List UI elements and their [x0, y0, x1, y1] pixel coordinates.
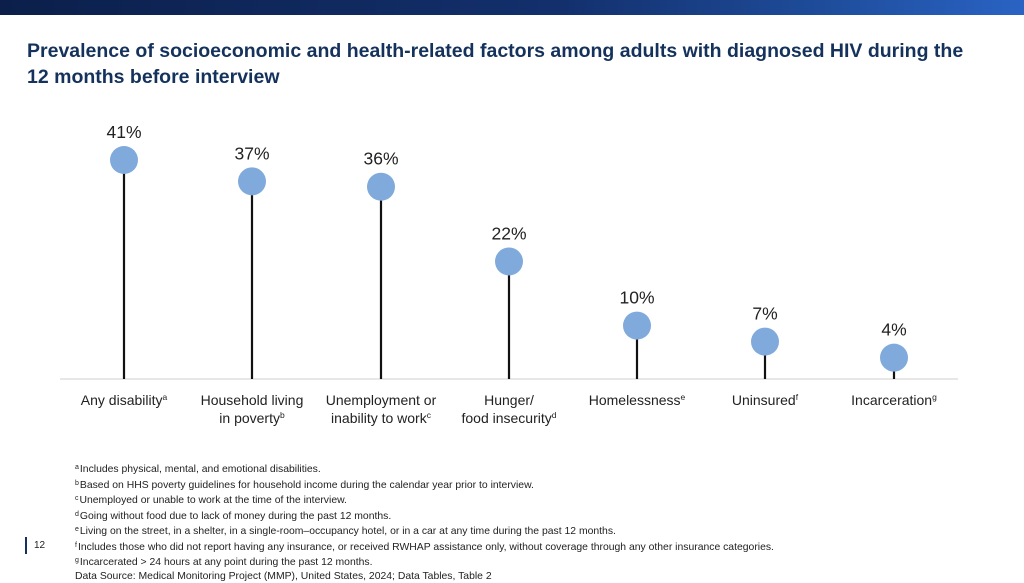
- footnote-mark: e: [75, 526, 79, 533]
- data-label: 10%: [619, 288, 654, 308]
- category-footnote-mark: f: [796, 392, 799, 402]
- category-footnote-mark: e: [681, 392, 686, 402]
- category-label: Uninsuredf: [732, 392, 799, 408]
- footnote-e: eLiving on the street, in a shelter, in …: [75, 523, 975, 539]
- data-label: 4%: [881, 320, 906, 340]
- footnote-d: dGoing without food due to lack of money…: [75, 508, 975, 524]
- footnote-text: Unemployed or unable to work at the time…: [80, 495, 347, 506]
- footnotes: aIncludes physical, mental, and emotiona…: [75, 461, 975, 583]
- footnote-text: Includes those who did not report having…: [78, 542, 774, 553]
- footnote-text: Based on HHS poverty guidelines for hous…: [80, 480, 534, 491]
- category-footnote-mark: c: [427, 410, 432, 420]
- lollipop-dot: [238, 167, 266, 195]
- page-marker: [25, 537, 27, 554]
- data-source: Data Source: Medical Monitoring Project …: [75, 570, 975, 583]
- lollipop-dot: [110, 146, 138, 174]
- category-label: food insecurityd: [461, 410, 556, 426]
- lollipop-dot: [623, 312, 651, 340]
- lollipop-dot: [495, 247, 523, 275]
- footnote-g: gIncarcerated > 24 hours at any point du…: [75, 554, 975, 570]
- category-footnote-mark: g: [932, 392, 937, 402]
- footnote-a: aIncludes physical, mental, and emotiona…: [75, 461, 975, 477]
- footnote-b: bBased on HHS poverty guidelines for hou…: [75, 477, 975, 493]
- category-footnote-mark: d: [552, 410, 557, 420]
- footnote-text: Going without food due to lack of money …: [80, 511, 391, 522]
- data-label: 7%: [752, 304, 777, 324]
- category-label: Household living: [201, 392, 304, 408]
- category-label: Incarcerationg: [851, 392, 937, 408]
- data-label: 37%: [234, 143, 269, 163]
- footnote-text: Incarcerated > 24 hours at any point dur…: [80, 557, 373, 568]
- footnote-mark: c: [75, 495, 79, 502]
- page-number: 12: [34, 540, 45, 551]
- footnote-mark: g: [75, 557, 79, 564]
- footnote-text: Living on the street, in a shelter, in a…: [80, 526, 616, 537]
- category-label: Hunger/: [484, 392, 534, 408]
- data-label: 36%: [363, 149, 398, 169]
- footnote-mark: b: [75, 480, 79, 487]
- lollipop-dot: [880, 344, 908, 372]
- data-label: 22%: [491, 223, 526, 243]
- footnote-mark: f: [75, 542, 77, 549]
- footnote-mark: d: [75, 511, 79, 518]
- footnote-f: fIncludes those who did not report havin…: [75, 539, 975, 555]
- category-label: inability to workc: [331, 410, 432, 426]
- category-footnote-mark: a: [162, 392, 167, 402]
- footnote-mark: a: [75, 464, 79, 471]
- category-footnote-mark: b: [280, 410, 285, 420]
- category-label: Any disabilitya: [81, 392, 168, 408]
- category-label: Unemployment or: [326, 392, 437, 408]
- lollipop-chart: 41% Any disabilitya 37% Household living in …: [0, 0, 1024, 460]
- lollipop-dot: [367, 173, 395, 201]
- category-label: in povertyb: [219, 410, 285, 426]
- footnote-text: Includes physical, mental, and emotional…: [80, 464, 321, 475]
- category-label: Homelessnesse: [589, 392, 686, 408]
- data-label: 41%: [106, 122, 141, 142]
- footnote-c: cUnemployed or unable to work at the tim…: [75, 492, 975, 508]
- lollipop-dot: [751, 328, 779, 356]
